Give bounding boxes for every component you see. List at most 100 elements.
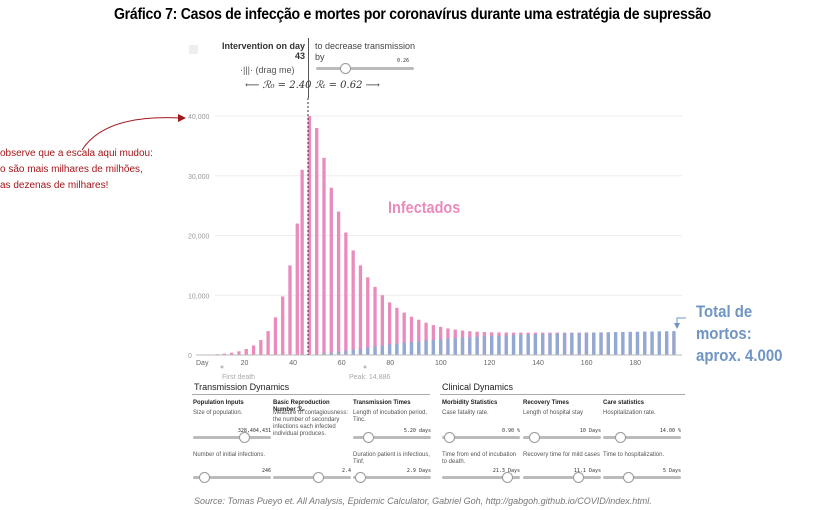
column-description: Length of incubation period, Tinc. [353, 410, 428, 423]
parameter-slider[interactable] [353, 476, 431, 479]
y-tick-label: 20,000 [188, 234, 210, 241]
decrease-slider[interactable] [316, 67, 414, 70]
deaths-bar [453, 338, 457, 355]
deaths-bar [606, 332, 610, 355]
intervention-line[interactable] [308, 38, 309, 98]
deaths-bar [650, 331, 654, 355]
infected-bar [358, 265, 363, 355]
decrease-slider-thumb[interactable] [340, 63, 351, 74]
parameter-slider-thumb[interactable] [199, 472, 210, 483]
infected-bar [266, 331, 270, 355]
parameter-slider[interactable] [523, 436, 601, 439]
infected-bar [315, 127, 319, 355]
parameter-slider-thumb[interactable] [355, 472, 366, 483]
deaths-bar [628, 331, 632, 355]
parameter-slider-thumb[interactable] [623, 472, 634, 483]
x-tick-label: 20 [241, 360, 249, 367]
infected-bar [336, 211, 341, 355]
parameter-slider-thumb[interactable] [502, 472, 513, 483]
parameter-slider[interactable] [273, 476, 351, 479]
deaths-bar [409, 341, 414, 355]
deaths-bar [497, 335, 501, 355]
slider-value: 2.4 [341, 468, 351, 474]
parameter-slider[interactable] [603, 476, 681, 479]
y-tick-label: 0 [188, 353, 192, 360]
x-tick-label: 140 [532, 360, 544, 367]
parameter-slider-thumb[interactable] [239, 432, 250, 443]
scale-note-line3: as dezenas de milhares! [0, 180, 109, 191]
deaths-bar [511, 335, 516, 355]
drag-handle[interactable]: ·|||· (drag me) [240, 65, 295, 75]
first-death-marker [220, 365, 224, 369]
parameter-slider-thumb[interactable] [313, 472, 324, 483]
r0-label: ⟵ ℛ₀ = 2.40 [245, 80, 312, 91]
infected-bar [244, 349, 248, 355]
parameter-slider-thumb[interactable] [444, 432, 455, 443]
y-tick-label: 30,000 [188, 174, 210, 181]
parameter-slider[interactable] [353, 436, 431, 439]
deaths-label: Total de mortos: aprox. 4.000 [696, 301, 810, 367]
parameter-slider[interactable] [523, 476, 601, 479]
deaths-bar [460, 337, 465, 355]
parameter-slider-thumb[interactable] [363, 432, 374, 443]
deaths-bar [613, 332, 618, 355]
infected-bar [259, 340, 263, 355]
parameter-slider[interactable] [193, 476, 271, 479]
deaths-bar [570, 333, 574, 355]
infected-bar [300, 169, 304, 355]
rt-label: ℛₜ = 0.62 ⟶ [315, 80, 380, 91]
deaths-bar [380, 345, 384, 355]
slider-value: 21.3 Days [492, 468, 520, 474]
deaths-bar [351, 349, 355, 355]
column-description: Size of population. [193, 410, 243, 416]
infected-bar [366, 277, 370, 355]
slider-value: 11.1 Days [573, 468, 601, 474]
slider-value: 5.20 days [403, 428, 431, 434]
slider-value: 14.00 % [659, 428, 681, 434]
slider-value: 2.9 Days [406, 468, 431, 474]
deaths-arrow-head [674, 323, 680, 329]
infected-bar [351, 250, 355, 355]
deaths-bar [358, 348, 363, 355]
deaths-bar [548, 333, 552, 355]
column-description: Recovery time for mild cases [523, 452, 601, 458]
checkbox-icon[interactable] [189, 45, 198, 54]
deaths-bar [526, 334, 530, 355]
intervention-label: Intervention on day 43 [200, 41, 305, 61]
deaths-bar [322, 353, 326, 355]
y-tick-label: 40,000 [188, 114, 210, 121]
scale-note-line1: observe que a escala aqui mudou: [0, 148, 153, 159]
deaths-bar [643, 331, 647, 355]
deaths-bar [541, 333, 545, 355]
parameter-slider[interactable] [442, 436, 520, 439]
parameter-slider-thumb[interactable] [529, 432, 540, 443]
column-heading: Morbidity Statistics [442, 400, 498, 406]
x-axis-label: Day [196, 360, 209, 367]
infected-bar [322, 157, 326, 355]
scale-note-line2: o são mais milhares de milhões, [0, 164, 143, 175]
column-description: Time to hospitalization. [603, 452, 665, 458]
infected-bar [344, 232, 348, 355]
deaths-bar [664, 331, 669, 355]
slider-value: 10 Days [579, 428, 601, 434]
deaths-bar [584, 332, 589, 355]
column-heading: Transmission Times [353, 400, 411, 406]
parameter-slider[interactable] [603, 436, 681, 439]
infected-bar [409, 316, 414, 355]
x-tick-label: 80 [386, 360, 394, 367]
deaths-bar [490, 336, 494, 355]
infected-bar [387, 302, 392, 355]
column-description: Number of initial infections. [193, 452, 266, 458]
parameter-slider[interactable] [193, 436, 271, 439]
deaths-bar [533, 334, 538, 355]
deaths-label-line2: aprox. 4.000 [696, 346, 783, 365]
drag-icon: ·|||· [240, 65, 254, 75]
parameter-slider-thumb[interactable] [615, 432, 626, 443]
deaths-bar [424, 340, 428, 355]
parameter-slider-thumb[interactable] [573, 472, 584, 483]
x-tick-label: 40 [289, 360, 297, 367]
deaths-bar [519, 334, 523, 355]
slider-value: 0.90 % [501, 428, 520, 434]
parameter-slider[interactable] [442, 476, 520, 479]
